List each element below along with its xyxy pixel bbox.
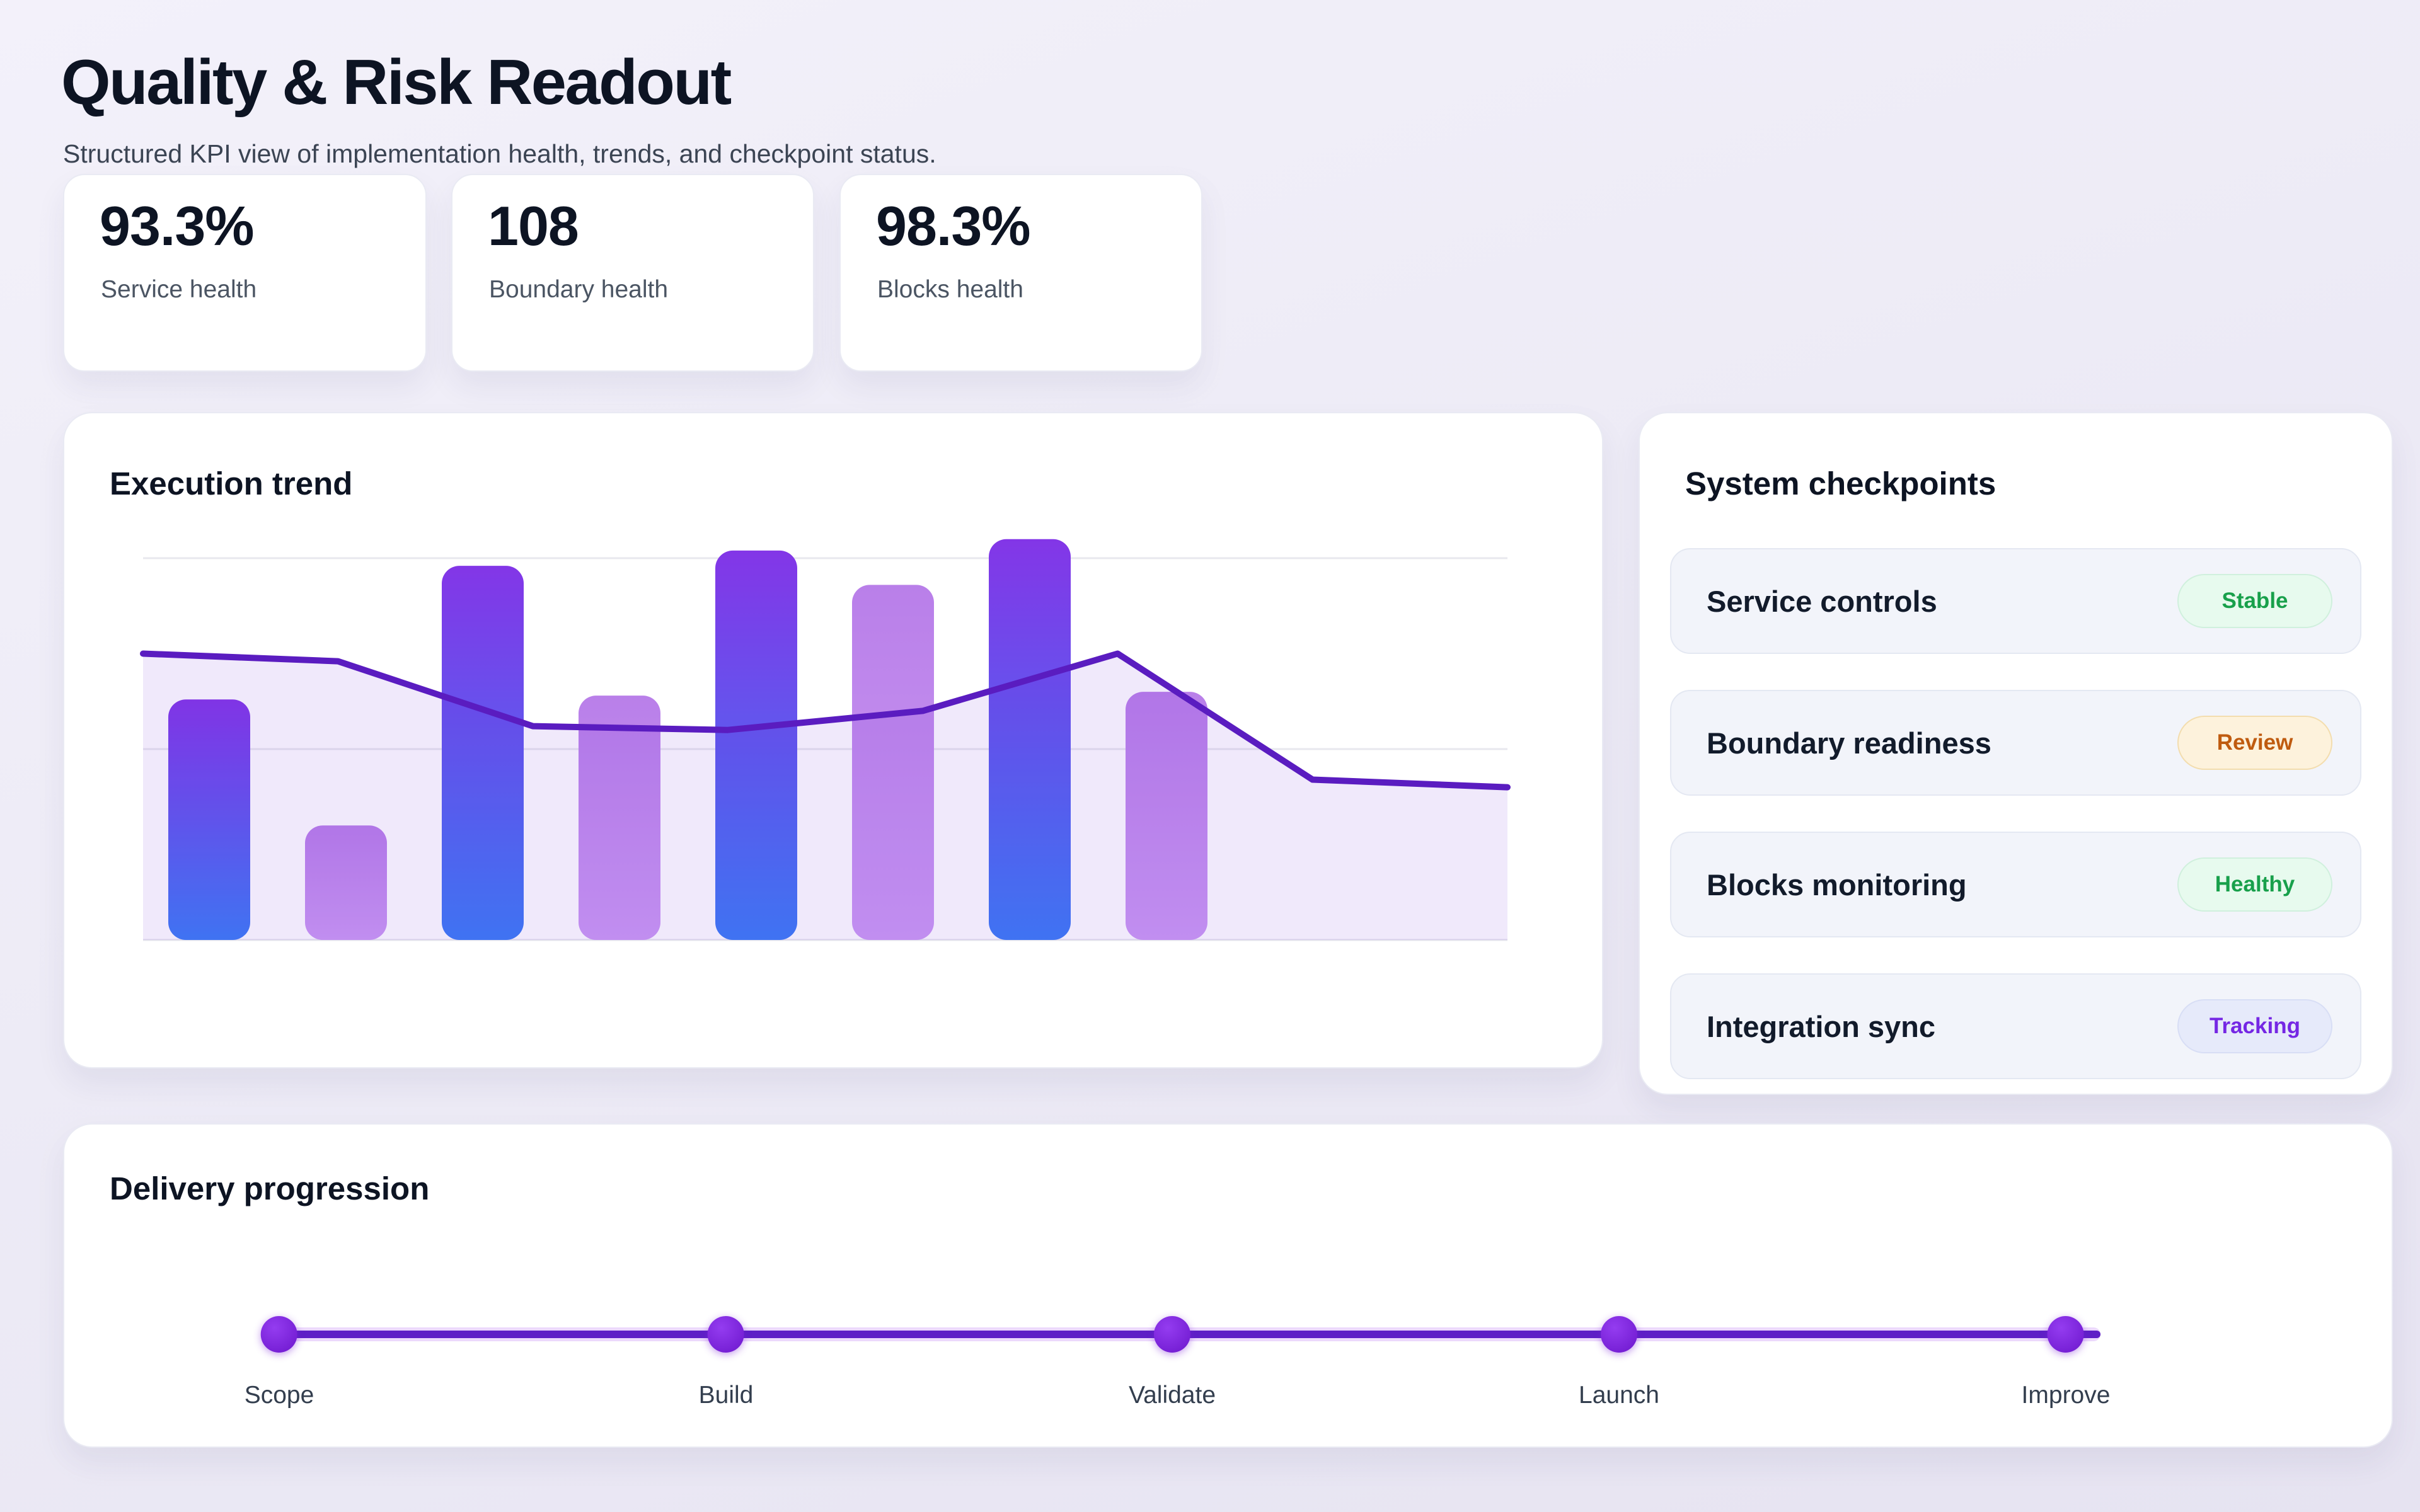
kpi-card-service-health: 93.3% Service health (63, 174, 427, 372)
timeline-step-build[interactable]: Build (698, 1316, 754, 1409)
timeline-step-label: Launch (1579, 1382, 1659, 1409)
timeline-step-improve[interactable]: Improve (2021, 1316, 2111, 1409)
execution-trend-chart (140, 539, 1511, 941)
kpi-label: Boundary health (489, 276, 669, 303)
timeline-step-label: Improve (2021, 1382, 2111, 1409)
kpi-label: Blocks health (877, 276, 1023, 303)
status-badge: Review (2177, 716, 2332, 770)
kpi-card-blocks-health: 98.3% Blocks health (839, 174, 1202, 372)
delivery-title: Delivery progression (110, 1171, 430, 1206)
timeline-step-validate[interactable]: Validate (1129, 1316, 1216, 1409)
kpi-value: 93.3% (100, 195, 255, 257)
kpi-card-boundary-health: 108 Boundary health (451, 174, 814, 372)
kpi-value: 108 (488, 195, 579, 257)
execution-trend-card: Execution trend (63, 412, 1603, 1068)
timeline-node-dot[interactable] (707, 1316, 744, 1353)
checkpoint-row-integration-sync[interactable]: Integration sync Tracking (1670, 973, 2361, 1079)
page-subtitle: Structured KPI view of implementation he… (63, 139, 936, 168)
checkpoints-list: Service controls Stable Boundary readine… (1670, 548, 2361, 1079)
timeline-node-dot[interactable] (1153, 1316, 1190, 1353)
checkpoint-label: Service controls (1707, 584, 1937, 618)
status-badge: Healthy (2177, 857, 2332, 912)
checkpoint-row-service-controls[interactable]: Service controls Stable (1670, 548, 2361, 654)
timeline-step-label: Build (698, 1382, 754, 1409)
checkpoint-row-blocks-monitoring[interactable]: Blocks monitoring Healthy (1670, 832, 2361, 937)
timeline-step-label: Validate (1128, 1382, 1216, 1409)
checkpoints-title: System checkpoints (1685, 466, 1997, 501)
timeline-node-dot[interactable] (2047, 1316, 2084, 1353)
kpi-label: Service health (101, 276, 257, 303)
timeline-node-dot[interactable] (1600, 1316, 1637, 1353)
checkpoint-row-boundary-readiness[interactable]: Boundary readiness Review (1670, 690, 2361, 796)
delivery-progression-card: Delivery progression Scope Build Validat… (63, 1123, 2393, 1448)
status-badge: Tracking (2177, 999, 2332, 1053)
checkpoint-label: Integration sync (1707, 1009, 1936, 1043)
execution-trend-title: Execution trend (110, 466, 353, 501)
status-badge: Stable (2177, 574, 2332, 628)
checkpoint-label: Boundary readiness (1707, 726, 1991, 760)
kpi-value: 98.3% (876, 195, 1031, 257)
checkpoint-label: Blocks monitoring (1707, 868, 1967, 902)
page-title: Quality & Risk Readout (61, 47, 732, 118)
timeline-step-label: Scope (244, 1382, 314, 1409)
checkpoints-card: System checkpoints Service controls Stab… (1639, 412, 2393, 1095)
timeline-step-scope[interactable]: Scope (245, 1316, 314, 1409)
timeline-node-dot[interactable] (261, 1316, 297, 1353)
timeline-step-launch[interactable]: Launch (1579, 1316, 1659, 1409)
